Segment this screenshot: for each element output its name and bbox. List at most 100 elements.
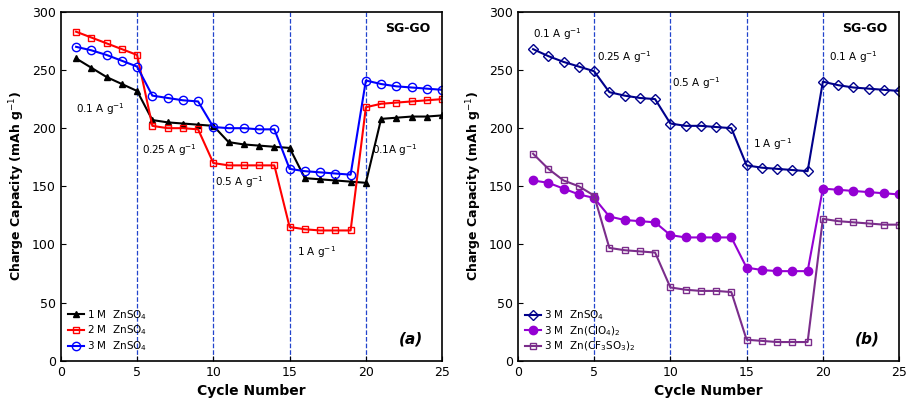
2 M  ZnSO$_4$ bbox=[116, 47, 127, 51]
Text: 0.25 A g$^{-1}$: 0.25 A g$^{-1}$ bbox=[142, 142, 197, 158]
1 M  ZnSO$_4$ bbox=[330, 178, 341, 183]
3 M  Zn(ClO$_4$)$_2$ bbox=[741, 265, 752, 270]
2 M  ZnSO$_4$ bbox=[406, 99, 417, 104]
3 M  ZnSO$_4$ bbox=[162, 96, 173, 100]
2 M  ZnSO$_4$ bbox=[253, 163, 264, 168]
3 M  Zn(CF$_3$SO$_3$)$_2$ bbox=[757, 339, 768, 343]
3 M  Zn(ClO$_4$)$_2$ bbox=[771, 269, 782, 273]
3 M  ZnSO$_4$ bbox=[177, 98, 188, 103]
3 M  ZnSO$_4$ bbox=[589, 69, 600, 74]
3 M  Zn(CF$_3$SO$_3$)$_2$ bbox=[634, 249, 645, 254]
Text: 0.5 A g$^{-1}$: 0.5 A g$^{-1}$ bbox=[215, 175, 264, 190]
1 M  ZnSO$_4$ bbox=[253, 143, 264, 148]
3 M  Zn(CF$_3$SO$_3$)$_2$ bbox=[817, 216, 828, 221]
Text: SG-GO: SG-GO bbox=[386, 22, 430, 35]
3 M  ZnSO$_4$ bbox=[650, 97, 661, 102]
3 M  Zn(ClO$_4$)$_2$ bbox=[878, 191, 889, 196]
Text: 0.5 A g$^{-1}$: 0.5 A g$^{-1}$ bbox=[672, 76, 721, 92]
3 M  Zn(ClO$_4$)$_2$ bbox=[650, 220, 661, 225]
1 M  ZnSO$_4$ bbox=[132, 89, 143, 94]
3 M  ZnSO$_4$ bbox=[527, 47, 538, 51]
3 M  Zn(ClO$_4$)$_2$ bbox=[802, 269, 813, 273]
Y-axis label: Charge Capacity (mAh g$^{-1}$): Charge Capacity (mAh g$^{-1}$) bbox=[464, 91, 484, 281]
1 M  ZnSO$_4$ bbox=[406, 114, 417, 119]
3 M  Zn(ClO$_4$)$_2$ bbox=[710, 235, 721, 240]
3 M  ZnSO$_4$ bbox=[391, 84, 402, 89]
3 M  Zn(ClO$_4$)$_2$ bbox=[680, 235, 691, 240]
2 M  ZnSO$_4$ bbox=[391, 100, 402, 105]
3 M  ZnSO$_4$ bbox=[741, 163, 752, 168]
3 M  Zn(ClO$_4$)$_2$ bbox=[634, 219, 645, 224]
3 M  ZnSO$_4$ bbox=[253, 127, 264, 132]
3 M  ZnSO$_4$ bbox=[894, 89, 905, 94]
3 M  Zn(ClO$_4$)$_2$ bbox=[527, 178, 538, 183]
1 M  ZnSO$_4$ bbox=[376, 117, 387, 121]
Text: 0.1A g$^{-1}$: 0.1A g$^{-1}$ bbox=[372, 142, 418, 158]
Text: (a): (a) bbox=[399, 332, 423, 347]
3 M  Zn(ClO$_4$)$_2$ bbox=[848, 188, 859, 193]
1 M  ZnSO$_4$ bbox=[437, 113, 448, 118]
3 M  ZnSO$_4$ bbox=[376, 81, 387, 86]
1 M  ZnSO$_4$ bbox=[70, 56, 81, 61]
Text: 0.1 A g$^{-1}$: 0.1 A g$^{-1}$ bbox=[76, 101, 125, 117]
2 M  ZnSO$_4$ bbox=[376, 101, 387, 106]
Line: 3 M  ZnSO$_4$: 3 M ZnSO$_4$ bbox=[529, 46, 903, 175]
3 M  Zn(ClO$_4$)$_2$ bbox=[696, 235, 707, 240]
2 M  ZnSO$_4$ bbox=[345, 228, 356, 233]
3 M  Zn(ClO$_4$)$_2$ bbox=[619, 217, 630, 222]
3 M  ZnSO$_4$ bbox=[878, 87, 889, 92]
3 M  Zn(CF$_3$SO$_3$)$_2$ bbox=[680, 287, 691, 292]
3 M  ZnSO$_4$ bbox=[726, 126, 737, 130]
Legend: 3 M  ZnSO$_4$, 3 M  Zn(ClO$_4$)$_2$, 3 M  Zn(CF$_3$SO$_3$)$_2$: 3 M ZnSO$_4$, 3 M Zn(ClO$_4$)$_2$, 3 M Z… bbox=[523, 306, 637, 356]
3 M  Zn(ClO$_4$)$_2$ bbox=[863, 190, 874, 194]
3 M  ZnSO$_4$ bbox=[634, 96, 645, 100]
1 M  ZnSO$_4$ bbox=[223, 140, 234, 145]
2 M  ZnSO$_4$ bbox=[300, 227, 311, 232]
3 M  Zn(CF$_3$SO$_3$)$_2$ bbox=[741, 337, 752, 342]
Text: 0.1 A g$^{-1}$: 0.1 A g$^{-1}$ bbox=[533, 26, 582, 42]
3 M  Zn(CF$_3$SO$_3$)$_2$ bbox=[543, 166, 554, 171]
1 M  ZnSO$_4$ bbox=[314, 177, 325, 182]
3 M  ZnSO$_4$ bbox=[193, 99, 204, 104]
Text: 1 A g$^{-1}$: 1 A g$^{-1}$ bbox=[753, 136, 792, 152]
1 M  ZnSO$_4$ bbox=[284, 145, 295, 150]
Text: 0.1 A g$^{-1}$: 0.1 A g$^{-1}$ bbox=[829, 49, 878, 65]
3 M  Zn(CF$_3$SO$_3$)$_2$ bbox=[833, 219, 844, 224]
1 M  ZnSO$_4$ bbox=[147, 117, 158, 122]
3 M  Zn(CF$_3$SO$_3$)$_2$ bbox=[863, 221, 874, 226]
Text: (b): (b) bbox=[856, 332, 880, 347]
2 M  ZnSO$_4$ bbox=[193, 127, 204, 132]
2 M  ZnSO$_4$ bbox=[70, 29, 81, 34]
2 M  ZnSO$_4$ bbox=[162, 126, 173, 130]
1 M  ZnSO$_4$ bbox=[162, 120, 173, 125]
1 M  ZnSO$_4$ bbox=[421, 114, 432, 119]
3 M  ZnSO$_4$ bbox=[664, 121, 675, 126]
3 M  ZnSO$_4$ bbox=[116, 58, 127, 63]
Text: 1 A g$^{-1}$: 1 A g$^{-1}$ bbox=[297, 244, 336, 260]
3 M  ZnSO$_4$ bbox=[207, 125, 218, 130]
3 M  Zn(CF$_3$SO$_3$)$_2$ bbox=[604, 245, 615, 250]
1 M  ZnSO$_4$ bbox=[360, 180, 371, 185]
2 M  ZnSO$_4$ bbox=[284, 224, 295, 229]
3 M  ZnSO$_4$ bbox=[406, 85, 417, 90]
3 M  Zn(CF$_3$SO$_3$)$_2$ bbox=[848, 220, 859, 225]
3 M  ZnSO$_4$ bbox=[787, 168, 798, 173]
3 M  Zn(CF$_3$SO$_3$)$_2$ bbox=[650, 250, 661, 255]
3 M  Zn(ClO$_4$)$_2$ bbox=[543, 180, 554, 185]
Line: 1 M  ZnSO$_4$: 1 M ZnSO$_4$ bbox=[72, 55, 446, 186]
Line: 3 M  ZnSO$_4$: 3 M ZnSO$_4$ bbox=[72, 43, 446, 179]
3 M  ZnSO$_4$ bbox=[833, 83, 844, 87]
1 M  ZnSO$_4$ bbox=[193, 122, 204, 127]
1 M  ZnSO$_4$ bbox=[177, 121, 188, 126]
3 M  ZnSO$_4$ bbox=[604, 90, 615, 95]
Line: 2 M  ZnSO$_4$: 2 M ZnSO$_4$ bbox=[72, 28, 446, 234]
3 M  ZnSO$_4$ bbox=[543, 54, 554, 59]
3 M  Zn(ClO$_4$)$_2$ bbox=[757, 268, 768, 273]
3 M  ZnSO$_4$ bbox=[269, 127, 280, 132]
1 M  ZnSO$_4$ bbox=[86, 65, 97, 70]
2 M  ZnSO$_4$ bbox=[101, 41, 112, 46]
3 M  ZnSO$_4$ bbox=[421, 86, 432, 91]
3 M  ZnSO$_4$ bbox=[863, 86, 874, 91]
3 M  ZnSO$_4$ bbox=[345, 172, 356, 177]
3 M  Zn(ClO$_4$)$_2$ bbox=[817, 186, 828, 191]
